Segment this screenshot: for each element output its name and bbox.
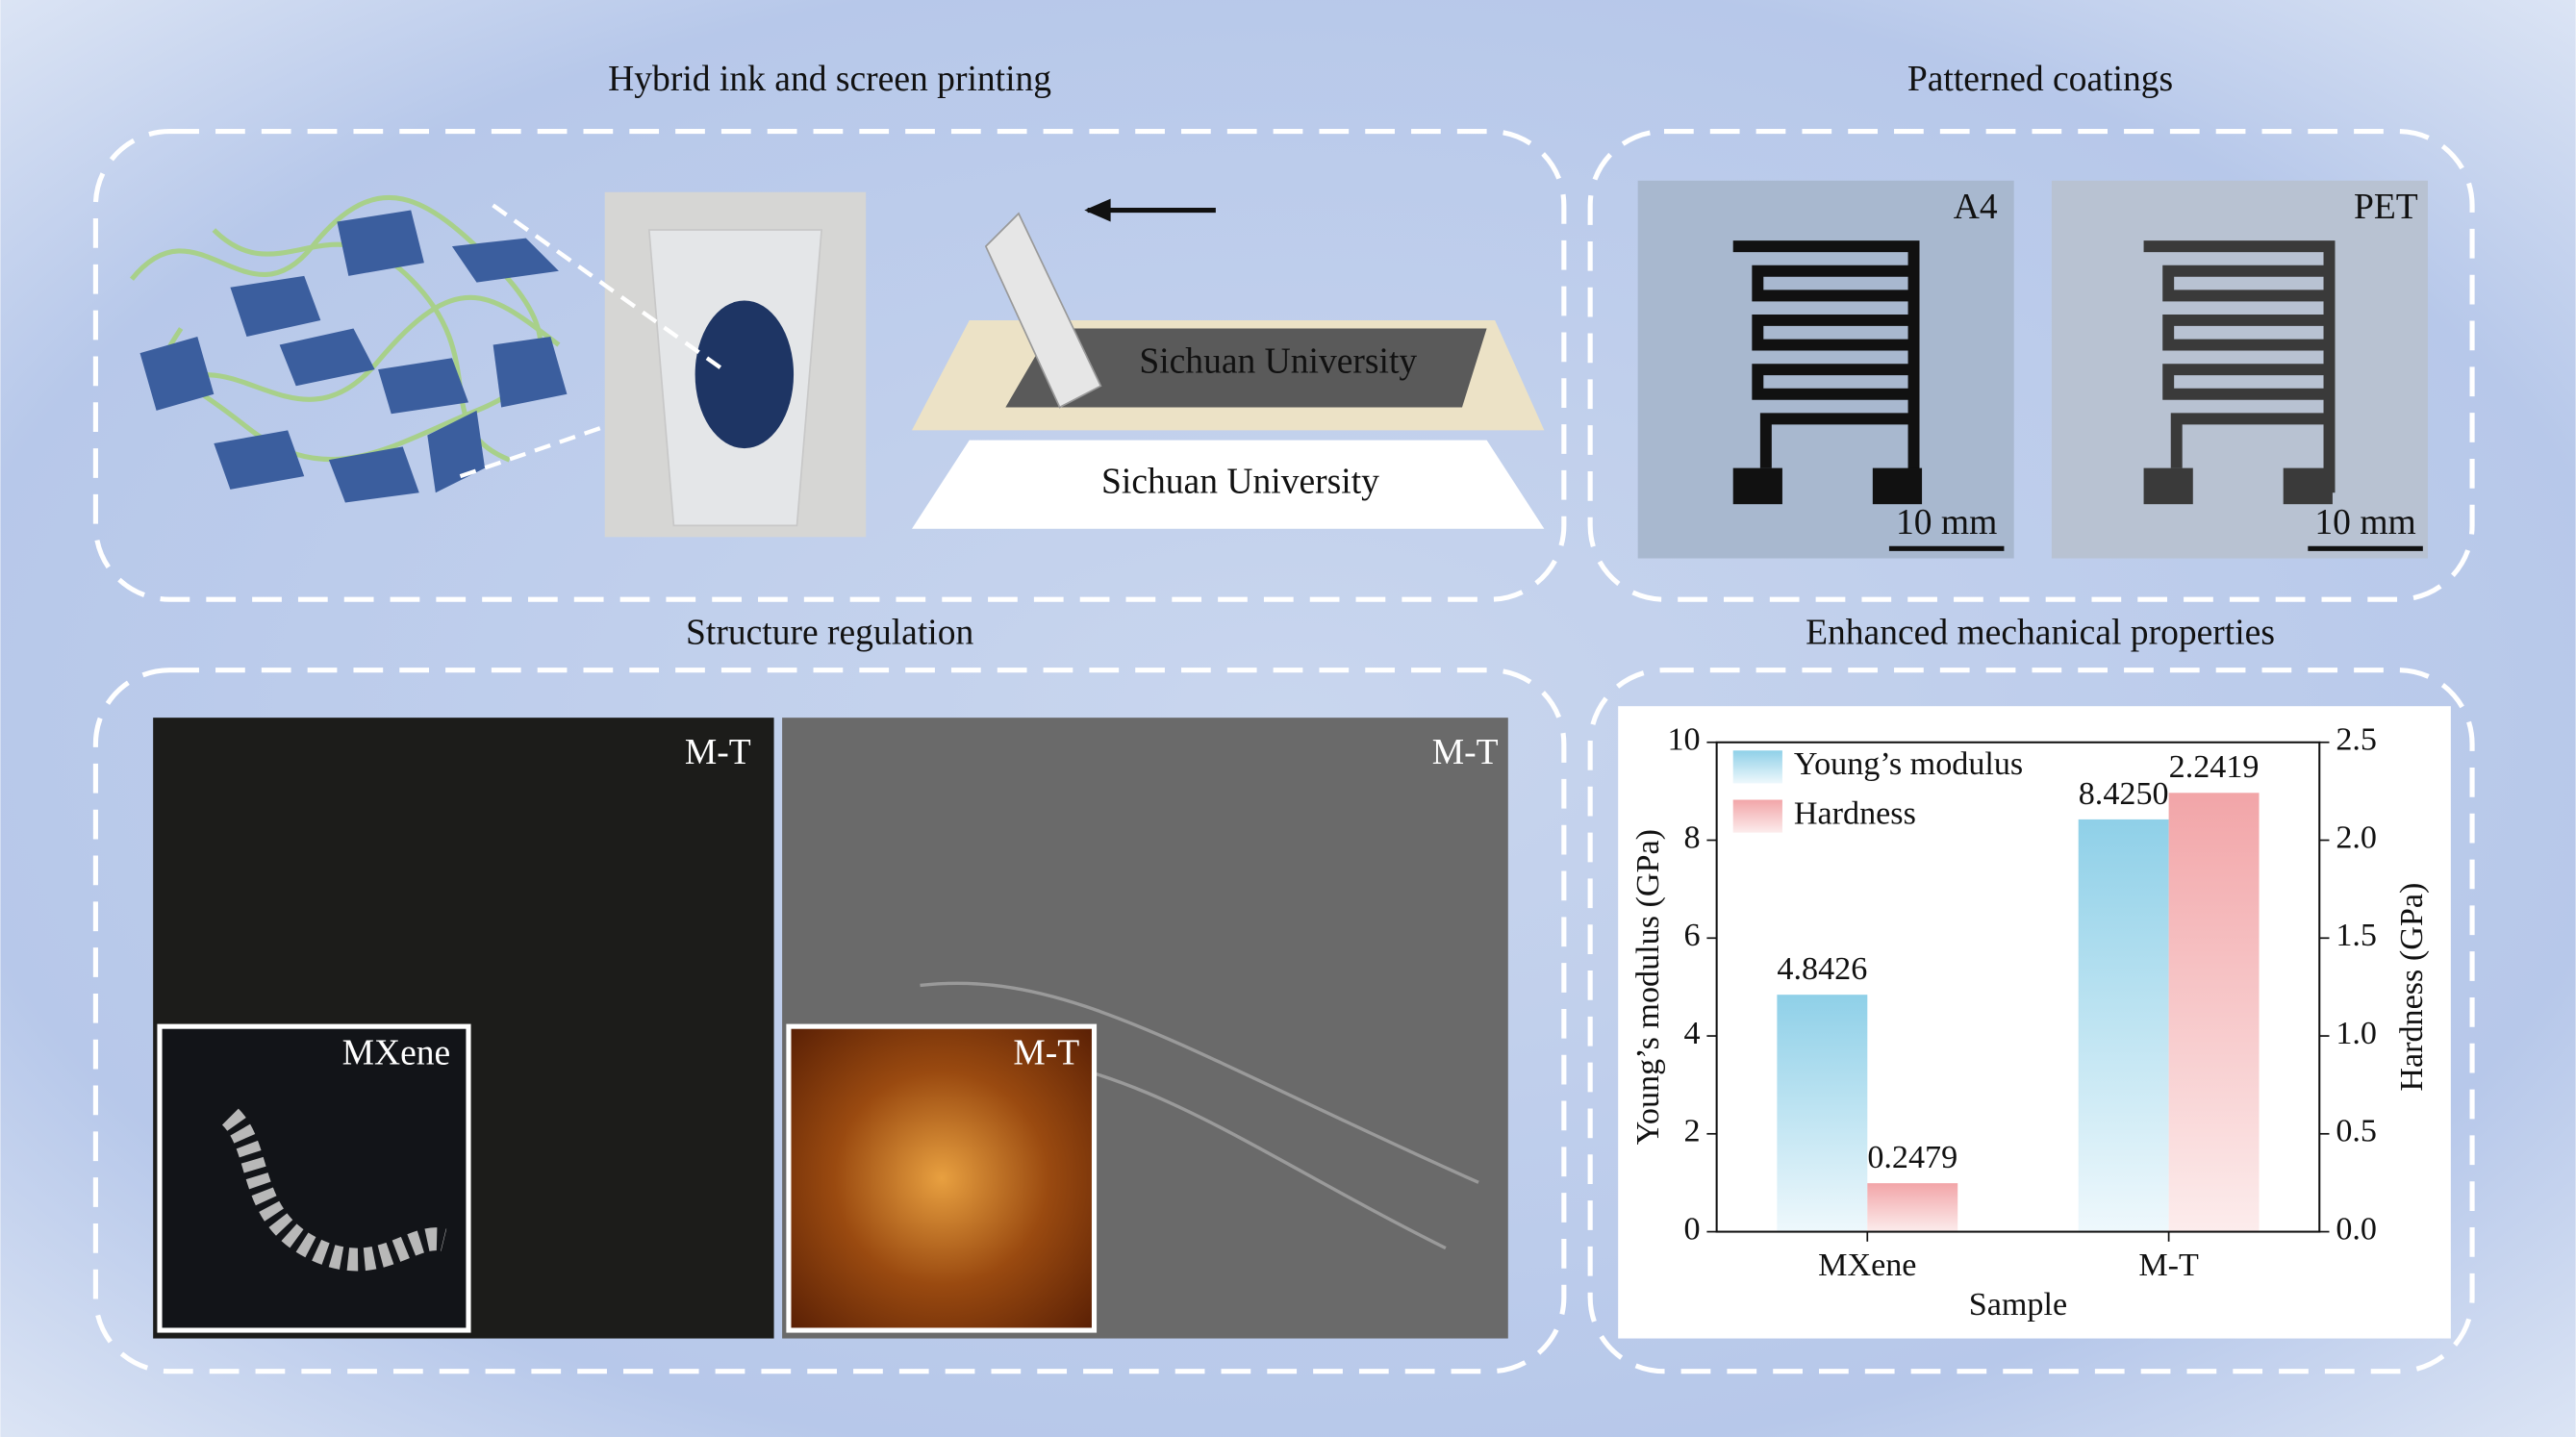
value-label: 0.2479 <box>1867 1140 1957 1175</box>
flake <box>139 337 215 411</box>
panel-frame <box>1587 668 2475 1374</box>
scale-bar-label: 10 mm <box>2314 503 2415 542</box>
flake <box>230 275 321 338</box>
inset-image <box>157 1023 471 1333</box>
label: M-T <box>685 733 751 772</box>
electrode-pad <box>1732 467 1782 505</box>
y2-tick-label: 1.5 <box>2336 918 2377 953</box>
y-axis-label: Young’s modulus (GPa) <box>1630 829 1666 1145</box>
legend-label: Hardness <box>1794 795 1916 831</box>
bar <box>2168 793 2260 1232</box>
value-label: 8.4250 <box>2079 776 2169 812</box>
electrode <box>2143 240 2336 493</box>
zoom-line <box>492 203 724 371</box>
panel-frame <box>92 668 1567 1374</box>
flake <box>451 238 559 283</box>
y-tick-label: 4 <box>1684 1016 1701 1051</box>
label: M-T <box>1013 1034 1079 1073</box>
y2-tick-label: 0.0 <box>2336 1211 2377 1247</box>
label: MXene <box>342 1034 451 1073</box>
electrode-pad <box>1872 467 1923 505</box>
flake <box>328 446 419 503</box>
bar <box>2078 819 2169 1232</box>
x-axis-label: Sample <box>1969 1287 2067 1323</box>
value-label: 2.2419 <box>2169 749 2260 785</box>
electrode <box>1732 240 1920 493</box>
flake <box>214 430 305 490</box>
flake <box>378 358 468 415</box>
zoom-line <box>459 384 724 479</box>
panel-title: Patterned coatings <box>1907 60 2173 99</box>
panel-title: Structure regulation <box>686 613 973 652</box>
panel-title: Enhanced mechanical properties <box>1806 613 2275 652</box>
legend-swatch <box>1732 750 1782 784</box>
scale-bar-label: 10 mm <box>1896 503 1997 542</box>
bar <box>1867 1183 1958 1232</box>
flake <box>492 337 568 408</box>
legend-label: Young’s modulus <box>1794 746 2023 782</box>
label: M-T <box>1432 733 1499 772</box>
label: A4 <box>1954 188 1998 227</box>
label: PET <box>2354 188 2418 227</box>
panel-title: Hybrid ink and screen printing <box>608 60 1051 99</box>
electrode-pad <box>2143 467 2193 505</box>
inset-image <box>786 1023 1098 1333</box>
y-tick-label: 2 <box>1684 1114 1701 1149</box>
ink-blob <box>695 300 795 449</box>
squeegee <box>984 212 1102 409</box>
label: Sichuan University <box>1101 462 1379 501</box>
y2-axis-label: Hardness (GPa) <box>2394 883 2430 1092</box>
polymer-chain <box>129 194 543 463</box>
plot-frame <box>1715 741 2321 1233</box>
value-label: 4.8426 <box>1777 951 1867 987</box>
y-tick-label: 10 <box>1667 722 1700 758</box>
y2-tick-label: 1.0 <box>2336 1016 2377 1051</box>
chart: 0 2 4 6 8 10 0.0 0.5 1.0 1.5 2.0 2.5 MXene 4.8426 0.24… <box>1630 722 2430 1323</box>
pattern <box>1005 328 1487 408</box>
substrate <box>911 440 1545 529</box>
arrow-head <box>1084 198 1111 222</box>
flake <box>279 328 375 387</box>
label: Sichuan University <box>1139 342 1417 382</box>
y-tick-label: 6 <box>1684 918 1701 953</box>
electrode-pad <box>2283 467 2333 505</box>
x-tick-label: M-T <box>2138 1248 2199 1283</box>
y2-tick-label: 2.0 <box>2336 819 2377 855</box>
y2-tick-label: 2.5 <box>2336 722 2377 758</box>
flake <box>337 210 424 276</box>
x-tick-label: MXene <box>1818 1248 1916 1283</box>
y-tick-label: 0 <box>1684 1211 1701 1247</box>
y2-tick-label: 0.5 <box>2336 1114 2377 1149</box>
bar <box>1777 995 1868 1232</box>
legend-swatch <box>1732 799 1782 833</box>
panel-frame <box>92 129 1567 602</box>
inset-texture <box>221 1108 447 1272</box>
y-tick-label: 8 <box>1684 819 1701 855</box>
